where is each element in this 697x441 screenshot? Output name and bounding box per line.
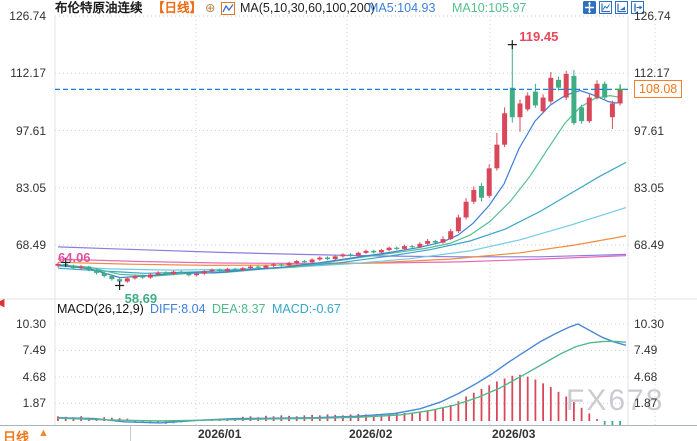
x-axis-month-label: 2026/01 bbox=[198, 427, 242, 441]
macd-dea-value: DEA:8.37 bbox=[212, 302, 266, 316]
macd-axis-tick-right: 7.49 bbox=[634, 343, 658, 358]
ma-settings-label[interactable]: MA(5,10,30,60,100,200) bbox=[240, 1, 375, 15]
price-axis-tick-right: 112.17 bbox=[634, 66, 670, 81]
ma5-value: MA5:104.93 bbox=[368, 1, 436, 15]
macd-axis-tick-right: 1.87 bbox=[634, 396, 658, 411]
x-axis-month-label: 2026/02 bbox=[349, 427, 393, 441]
macd-axis-tick-left: 1.87 bbox=[22, 396, 46, 411]
watermark: FX678 bbox=[566, 384, 665, 417]
bottom-bar-divider bbox=[130, 425, 131, 441]
macd-axis-tick-right: 10.30 bbox=[634, 316, 665, 331]
playback-icon[interactable] bbox=[615, 1, 628, 14]
macd-axis-tick-left: 7.49 bbox=[22, 343, 46, 358]
symbol-title: 布伦特原油连续 bbox=[55, 1, 143, 15]
price-axis-tick-right: 83.05 bbox=[634, 180, 665, 195]
price-axis-tick-right: 97.61 bbox=[634, 123, 665, 138]
macd-diff-value: DIFF:8.04 bbox=[150, 302, 206, 316]
period-tag[interactable]: 【日线】 bbox=[152, 1, 203, 15]
bottom-axis-bar bbox=[0, 425, 697, 441]
ma-line-ma100 bbox=[57, 235, 627, 267]
price-axis-tick-left: 68.49 bbox=[15, 238, 46, 252]
macd-axis-tick-left: 4.68 bbox=[22, 369, 46, 384]
pan-icon[interactable] bbox=[583, 1, 596, 14]
fit-chart-icon[interactable] bbox=[599, 1, 612, 14]
ma-line-ma60 bbox=[57, 207, 627, 271]
current-price-tag: 108.08 bbox=[634, 80, 683, 99]
period-arrow-icon[interactable]: ▲ bbox=[38, 427, 49, 439]
price-axis-tick-right: 126.74 bbox=[634, 9, 671, 23]
price-axis-tick-left: 83.05 bbox=[15, 180, 46, 195]
ma-line-ma10 bbox=[57, 94, 623, 277]
macd-axis-tick-right: 4.68 bbox=[634, 369, 658, 384]
price-axis-tick-left: 126.74 bbox=[9, 9, 46, 23]
left-edge-marker[interactable]: ◀ bbox=[0, 297, 5, 309]
chart-type-icon[interactable] bbox=[221, 2, 235, 20]
macd-axis-tick-left: 10.30 bbox=[15, 316, 46, 331]
chart-toolbar bbox=[583, 1, 644, 14]
price-axis-tick-right: 68.49 bbox=[634, 238, 665, 252]
low-annotation: 58.69 bbox=[124, 290, 158, 306]
macd-value: MACD:-0.67 bbox=[272, 302, 341, 316]
price-axis-tick-left: 97.61 bbox=[15, 123, 46, 138]
ma-line-unlabeled-long bbox=[57, 246, 627, 258]
collapse-icon[interactable]: ⊕ bbox=[205, 1, 216, 15]
ma10-value: MA10:105.97 bbox=[452, 1, 527, 15]
shift-right-icon[interactable] bbox=[631, 1, 644, 14]
left-high-annotation: 64.06 bbox=[58, 250, 91, 266]
x-axis-month-label: 2026/03 bbox=[492, 427, 536, 441]
price-axis-tick-left: 112.17 bbox=[10, 66, 46, 81]
period-label[interactable]: 日线 bbox=[3, 430, 30, 441]
high-annotation: 119.45 bbox=[519, 28, 559, 44]
macd-settings-label[interactable]: MACD(26,12,9) bbox=[57, 302, 144, 316]
